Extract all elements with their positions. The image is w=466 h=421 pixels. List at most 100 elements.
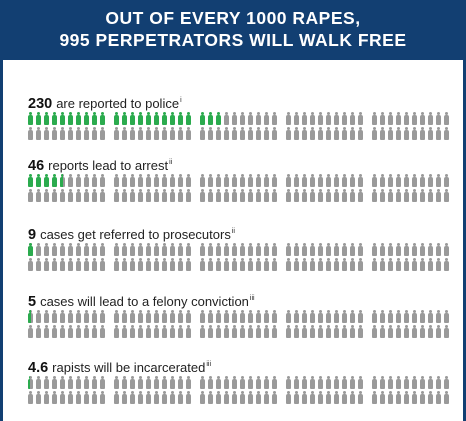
person-icon: [420, 258, 425, 271]
person-icon: [84, 189, 89, 202]
person-icon: [342, 376, 347, 389]
person-icon: [28, 391, 33, 404]
person-icon: [350, 310, 355, 323]
person-icon: [146, 112, 151, 125]
person-icon: [412, 127, 417, 140]
person-icon: [28, 310, 33, 323]
person-icon: [318, 310, 323, 323]
person-icon: [388, 189, 393, 202]
person-icon: [396, 243, 401, 256]
person-icon: [388, 310, 393, 323]
person-icon: [186, 243, 191, 256]
person-icon: [334, 174, 339, 187]
person-icon: [444, 258, 449, 271]
person-icon: [224, 325, 229, 338]
person-icon: [444, 127, 449, 140]
person-icon: [240, 325, 245, 338]
person-icon: [170, 325, 175, 338]
person-icon: [114, 112, 119, 125]
left-border: [0, 60, 3, 421]
person-icon: [444, 376, 449, 389]
person-icon: [428, 258, 433, 271]
person-icon: [68, 189, 73, 202]
person-icon: [60, 310, 65, 323]
person-icon: [428, 310, 433, 323]
person-icon: [232, 243, 237, 256]
person-icon: [240, 391, 245, 404]
person-icon: [412, 189, 417, 202]
person-icon: [114, 325, 119, 338]
person-icon: [428, 174, 433, 187]
person-icon: [216, 325, 221, 338]
person-icon: [138, 376, 143, 389]
person-icon: [138, 325, 143, 338]
person-icon: [52, 376, 57, 389]
person-icon: [240, 127, 245, 140]
person-icon: [186, 310, 191, 323]
person-icon: [36, 258, 41, 271]
person-icon: [310, 189, 315, 202]
person-icon: [334, 376, 339, 389]
person-icon: [200, 391, 205, 404]
person-icon: [388, 391, 393, 404]
person-icon: [334, 189, 339, 202]
person-icon: [372, 376, 377, 389]
person-icon: [294, 112, 299, 125]
person-icon: [52, 189, 57, 202]
person-icon: [146, 243, 151, 256]
stat-section-arrest: 46 reports lead to arrestii: [28, 154, 449, 202]
person-icon: [412, 325, 417, 338]
person-icon: [146, 189, 151, 202]
person-icon: [208, 189, 213, 202]
person-icon: [380, 243, 385, 256]
person-icon: [200, 112, 205, 125]
person-icon: [310, 174, 315, 187]
person-icon: [372, 391, 377, 404]
person-icon: [326, 112, 331, 125]
person-icon: [154, 258, 159, 271]
person-icon: [396, 310, 401, 323]
person-icon: [248, 174, 253, 187]
person-icon: [326, 127, 331, 140]
person-icon: [350, 376, 355, 389]
person-icon: [60, 325, 65, 338]
person-icon-grid: [28, 174, 449, 202]
person-icon: [436, 310, 441, 323]
person-icon: [286, 174, 291, 187]
person-icon: [28, 112, 33, 125]
person-icon: [318, 189, 323, 202]
person-icon: [68, 174, 73, 187]
person-icon: [388, 258, 393, 271]
person-icon: [412, 243, 417, 256]
person-icon: [138, 189, 143, 202]
person-icon: [130, 258, 135, 271]
person-icon: [44, 258, 49, 271]
person-icon: [28, 127, 33, 140]
person-icon: [208, 310, 213, 323]
person-icon: [358, 243, 363, 256]
person-icon: [240, 112, 245, 125]
person-icon: [232, 310, 237, 323]
person-icon: [100, 189, 105, 202]
person-icon: [334, 127, 339, 140]
person-icon: [200, 243, 205, 256]
person-icon: [92, 310, 97, 323]
person-icon: [36, 127, 41, 140]
person-icon: [428, 189, 433, 202]
person-icon: [186, 112, 191, 125]
person-icon: [350, 325, 355, 338]
person-icon: [232, 391, 237, 404]
person-icon: [154, 112, 159, 125]
person-icon: [92, 112, 97, 125]
person-icon: [404, 127, 409, 140]
person-icon: [154, 325, 159, 338]
person-icon: [44, 127, 49, 140]
person-icon: [396, 127, 401, 140]
person-icon: [208, 325, 213, 338]
person-icon: [372, 127, 377, 140]
person-icon: [68, 391, 73, 404]
person-icon: [122, 112, 127, 125]
person-icon: [372, 174, 377, 187]
person-icon: [130, 391, 135, 404]
person-icon: [52, 174, 57, 187]
